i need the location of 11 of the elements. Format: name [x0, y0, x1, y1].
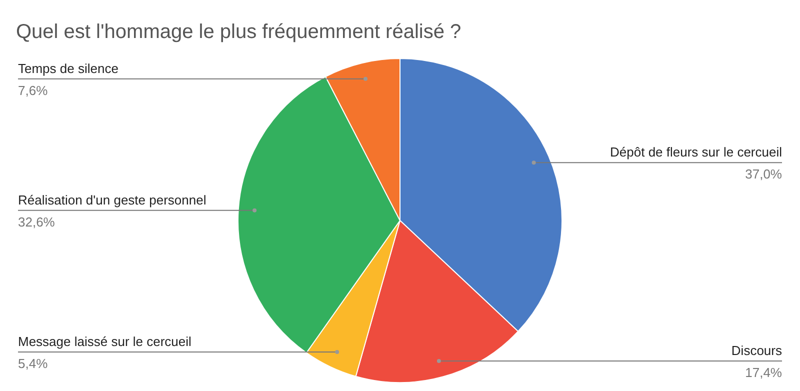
- data-label: 7,6%: [18, 82, 48, 98]
- slice-label: Dépôt de fleurs sur le cercueil: [610, 144, 782, 160]
- slice-label: Message laissé sur le cercueil: [18, 334, 192, 350]
- chart-title: Quel est l'hommage le plus fréquemment réalisé ?: [16, 21, 462, 43]
- slice-label: Discours: [731, 343, 782, 358]
- data-label: 5,4%: [18, 356, 48, 372]
- data-label: 32,6%: [18, 214, 56, 230]
- data-label: 37,0%: [745, 166, 782, 182]
- data-label: 17,4%: [745, 365, 782, 380]
- slice-label: Temps de silence: [18, 60, 118, 76]
- slice-label: Réalisation d'un geste personnel: [18, 192, 206, 208]
